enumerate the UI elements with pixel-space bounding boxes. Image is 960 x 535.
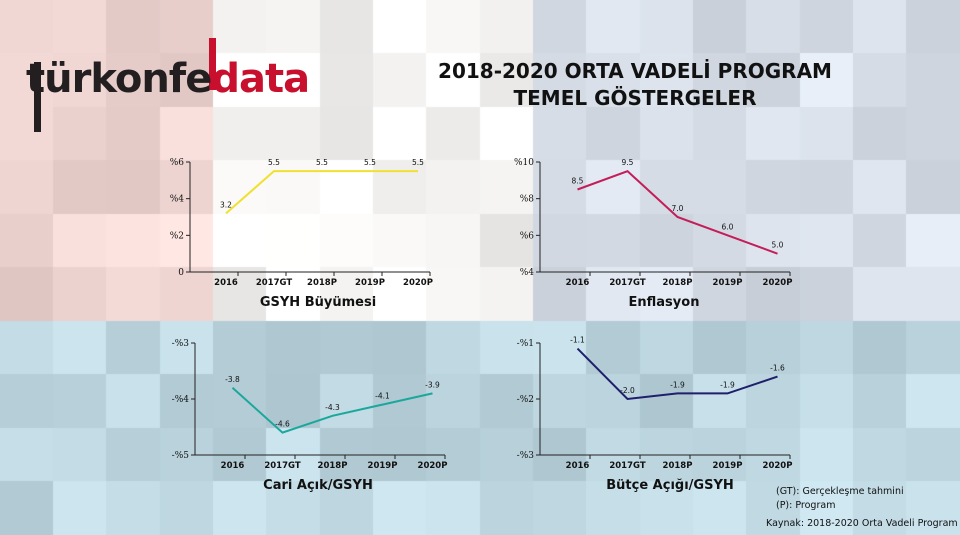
y-tick-label: -%2 <box>517 395 534 405</box>
logo-left-bar <box>34 62 41 132</box>
y-tick-label: 0 <box>178 268 184 278</box>
x-tick-label: 2019P <box>713 278 743 288</box>
series-line <box>577 170 778 255</box>
page-title: 2018-2020 ORTA VADELİ PROGRAM TEMEL GÖST… <box>390 58 880 112</box>
data-label: -4.6 <box>275 420 290 429</box>
series-line <box>225 170 418 215</box>
y-tick-label: %2 <box>170 231 184 241</box>
data-label: 3.2 <box>220 200 232 209</box>
y-tick-label: %10 <box>514 158 534 168</box>
data-label: -1.1 <box>570 336 585 345</box>
note-p: (P): Program <box>776 500 836 511</box>
x-tick-label: 2017GT <box>609 461 645 471</box>
y-tick-label: -%3 <box>172 339 190 349</box>
x-tick-label: 2016 <box>566 278 590 288</box>
y-tick-label: %6 <box>520 231 535 241</box>
y-tick-label: %8 <box>520 195 535 205</box>
data-label: -4.3 <box>325 403 340 412</box>
data-label: -2.0 <box>620 386 635 395</box>
y-tick-label: %4 <box>520 268 535 278</box>
x-tick-label: 2020P <box>763 278 793 288</box>
data-label: 5.0 <box>772 241 784 250</box>
data-label: -3.9 <box>425 380 440 389</box>
x-tick-label: 2017GT <box>264 461 300 471</box>
x-tick-label: 2018P <box>307 278 337 288</box>
data-label: 5.5 <box>364 158 376 167</box>
x-tick-label: 2019P <box>713 461 743 471</box>
series-line <box>576 347 778 401</box>
y-tick-label: -%1 <box>517 339 534 349</box>
data-label: -1.9 <box>720 380 735 389</box>
data-label: -1.6 <box>770 364 785 373</box>
data-label: 5.5 <box>316 158 328 167</box>
x-tick-label: 2016 <box>221 461 245 471</box>
y-tick-label: %4 <box>170 195 185 205</box>
data-label: -3.8 <box>225 375 240 384</box>
x-tick-label: 2016 <box>566 461 590 471</box>
data-label: 9.5 <box>622 158 634 167</box>
x-tick-label: 2020P <box>763 461 793 471</box>
logo-text-part1: türkonfe <box>26 56 212 102</box>
chart-title-butce-acigi: Bütçe Açığı/GSYH <box>606 478 734 493</box>
page-title-line1: 2018-2020 ORTA VADELİ PROGRAM <box>438 59 832 83</box>
data-label: 5.5 <box>268 158 280 167</box>
note-gt: (GT): Gerçekleşme tahmini <box>776 486 904 497</box>
x-tick-label: 2018P <box>663 461 693 471</box>
chart-title-gsyh: GSYH Büyümesi <box>259 295 377 310</box>
x-tick-label: 2017GT <box>256 278 292 288</box>
x-tick-label: 2019P <box>368 461 398 471</box>
y-tick-label: -%4 <box>172 395 190 405</box>
y-tick-label: -%3 <box>517 451 535 461</box>
chart-title-cari-acik: Cari Açık/GSYH <box>263 478 373 493</box>
series-line <box>231 387 433 434</box>
y-tick-label: %6 <box>170 158 185 168</box>
y-tick-label: -%5 <box>172 451 190 461</box>
source-note: Kaynak: 2018-2020 Orta Vadeli Program <box>766 518 958 529</box>
chart-title-enflasyon: Enflasyon <box>628 295 700 310</box>
x-tick-label: 2018P <box>663 278 693 288</box>
data-label: 6.0 <box>722 222 734 231</box>
logo-right-bar <box>209 38 216 90</box>
x-tick-label: 2018P <box>318 461 348 471</box>
logo-text: türkonfedata <box>26 56 310 102</box>
data-label: 7.0 <box>672 204 684 213</box>
x-tick-label: 2016 <box>214 278 238 288</box>
x-tick-label: 2020P <box>403 278 433 288</box>
page-title-line2: TEMEL GÖSTERGELER <box>513 86 757 110</box>
x-tick-label: 2019P <box>355 278 385 288</box>
turkonfedata-logo: türkonfedata <box>26 38 310 133</box>
x-tick-label: 2017GT <box>609 278 645 288</box>
data-label: 8.5 <box>572 177 584 186</box>
data-label: -1.9 <box>670 380 685 389</box>
data-label: 5.5 <box>412 158 424 167</box>
x-tick-label: 2020P <box>418 461 448 471</box>
logo-text-part2: data <box>211 56 310 102</box>
data-label: -4.1 <box>375 392 390 401</box>
